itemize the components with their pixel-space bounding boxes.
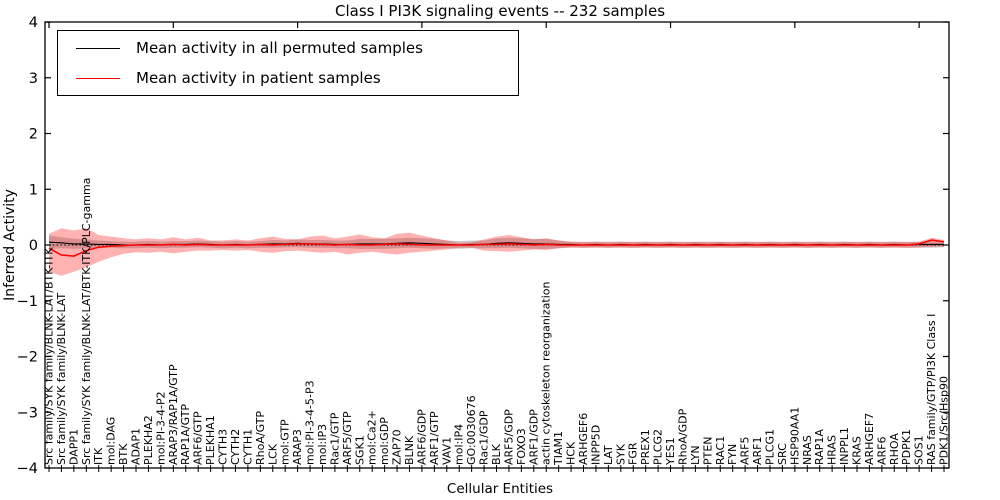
y-tick-label: 2 [29, 127, 38, 143]
patient-std-band [49, 228, 944, 276]
patient-line-swatch [76, 77, 120, 79]
x-tick-label: RHOA [888, 433, 901, 465]
x-tick-label: ARF1/GTP [428, 411, 441, 465]
permuted-line-swatch [76, 47, 120, 49]
x-tick-label: SYK [614, 443, 627, 465]
x-tick-label: Src family/SYK family/BLNK-LAT/BTK-ITK/P… [80, 178, 93, 465]
x-tick-label: PLCG1 [763, 429, 776, 465]
x-tick-label: Src family/SYK family/BLNK-LAT [55, 292, 68, 465]
x-tick-label: PREX1 [639, 429, 652, 465]
x-tick-label: RAP1A [813, 429, 826, 465]
x-tick-label: PLCG2 [652, 429, 665, 465]
x-tick-label: Src family/SYK family/BLNK-LAT/BTK-ITK [43, 247, 56, 465]
x-tick-label: ARF5/GTP [341, 411, 354, 465]
y-axis-label: Inferred Activity [2, 189, 18, 301]
x-tick-label: CYTH2 [229, 429, 242, 465]
x-tick-label: mol:Ca2+ [366, 410, 379, 465]
y-tick-label: −4 [17, 461, 38, 477]
x-tick-label: ARAP3/RAP1A/GTP [167, 364, 180, 465]
x-tick-label: PLEKHA1 [204, 415, 217, 465]
x-tick-label: RAC1 [714, 436, 727, 465]
x-tick-label: mol:GTP [279, 419, 292, 465]
x-tick-label: SOS1 [913, 435, 926, 465]
x-tick-label: ARF6/GTP [192, 411, 205, 465]
x-tick-label: SRC [776, 443, 789, 465]
y-tick-label: −3 [17, 405, 38, 421]
x-tick-label: mol:PI-3-4-5-P3 [304, 380, 317, 465]
x-tick-label: HRAS [826, 435, 839, 465]
x-tick-label: ARF5 [739, 437, 752, 466]
x-tick-label: BLK [490, 443, 503, 465]
x-tick-label: ARF5/GDP [502, 409, 515, 465]
x-tick-label: mol:PI-3-4-P2 [154, 391, 167, 465]
x-tick-label: HSP90AA1 [788, 407, 801, 465]
x-tick-label: LAT [602, 445, 615, 465]
x-tick-label: ARF1 [751, 437, 764, 466]
x-tick-label: LYN [689, 445, 702, 465]
x-tick-label: ARF1/GDP [527, 409, 540, 465]
x-tick-label: RAS family/GTP/PI3K Class I [925, 314, 938, 465]
x-tick-label: ZAP70 [391, 429, 404, 465]
x-tick-label: mol:GDP [378, 417, 391, 465]
legend-entry-permuted: Mean activity in all permuted samples [58, 36, 518, 60]
x-tick-label: Rac1/GDP [478, 410, 491, 465]
x-tick-label: mol:IP3 [316, 424, 329, 465]
x-tick-label: ADAP1 [130, 428, 143, 465]
x-tick-label: RhoA/GDP [676, 408, 689, 465]
legend-entry-patient: Mean activity in patient samples [58, 66, 518, 90]
x-tick-label: ARF6 [875, 437, 888, 466]
x-tick-label: NRAS [801, 435, 814, 465]
x-tick-label: BLNK [403, 435, 416, 465]
y-tick-label: −2 [17, 350, 38, 366]
x-tick-label: LCK [266, 443, 279, 465]
x-tick-label: CYTH3 [217, 429, 230, 465]
legend: Mean activity in all permuted samples Me… [57, 30, 519, 96]
x-tick-label: ARHGEF6 [577, 413, 590, 465]
x-tick-label: Rac1/GTP [328, 412, 341, 465]
x-tick-label: FGR [627, 442, 640, 465]
x-tick-label: PDK1/Src/Hsp90 [938, 376, 951, 465]
x-tick-label: FOXO3 [515, 428, 528, 465]
x-tick-label: YES1 [664, 437, 677, 466]
x-tick-label: ITK [92, 447, 105, 465]
x-tick-label: ARAP3 [291, 429, 304, 465]
x-tick-label: FYN [726, 444, 739, 465]
y-tick-label: 4 [29, 15, 38, 31]
legend-label-patient: Mean activity in patient samples [136, 69, 381, 87]
chart-title: Class I PI3K signaling events -- 232 sam… [334, 2, 666, 20]
x-tick-label: DAPP1 [67, 429, 80, 465]
x-tick-label: mol:DAG [105, 417, 118, 465]
x-tick-label: ARHGEF7 [863, 413, 876, 465]
x-tick-label: SGK1 [353, 435, 366, 465]
x-tick-label: PLEKHA2 [142, 415, 155, 465]
x-tick-label: PDPK1 [900, 429, 913, 465]
x-tick-label: BTK [117, 443, 130, 465]
legend-label-permuted: Mean activity in all permuted samples [136, 39, 423, 57]
x-tick-label: CYTH1 [241, 429, 254, 465]
y-tick-label: 1 [29, 182, 38, 198]
x-tick-label: mol:IP4 [453, 424, 466, 465]
x-tick-label: RAP1A/GTP [179, 404, 192, 465]
x-tick-label: actin cytoskeleton reorganization [540, 281, 553, 465]
x-tick-label: INPPL1 [838, 427, 851, 465]
x-tick-label: ARF6/GDP [415, 409, 428, 465]
x-tick-label: RhoA/GTP [254, 411, 267, 465]
x-tick-label: VAV1 [440, 437, 453, 465]
y-tick-label: 3 [29, 71, 38, 87]
x-tick-label: HCK [565, 441, 578, 465]
x-tick-label: KRAS [850, 436, 863, 465]
x-axis-label: Cellular Entities [446, 481, 554, 497]
x-tick-label: PTEN [701, 436, 714, 465]
x-tick-label: TIAM1 [552, 431, 565, 466]
x-tick-label: GO:0030676 [465, 395, 478, 465]
patient-mean-line [48, 239, 945, 257]
y-tick-label: 0 [29, 238, 38, 254]
x-tick-label: INPP5D [589, 425, 602, 465]
y-tick-label: −1 [17, 294, 38, 310]
